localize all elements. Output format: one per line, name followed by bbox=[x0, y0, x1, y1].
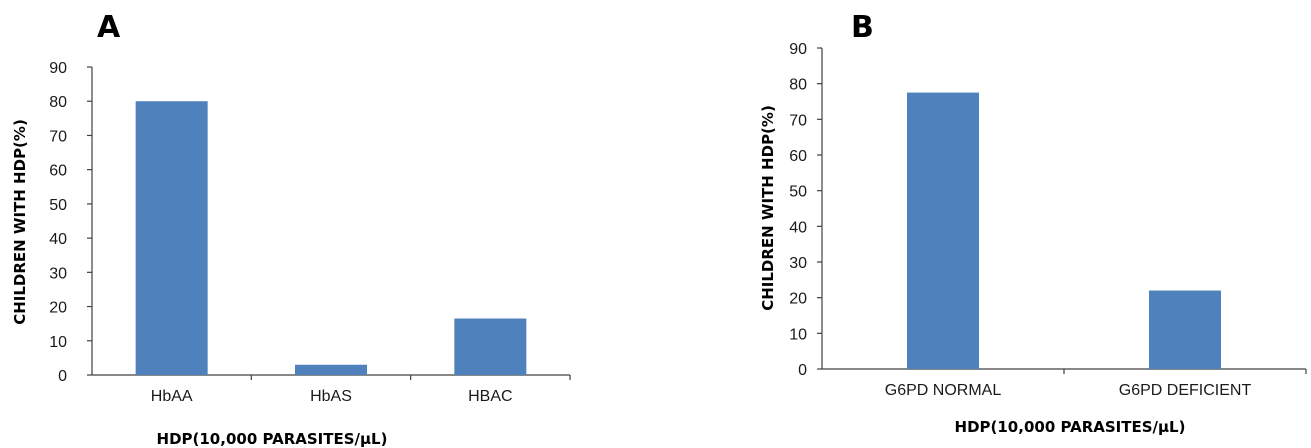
y-tick-label-a-90: 90 bbox=[49, 60, 67, 77]
category-label-a-hbaa: HbAA bbox=[151, 388, 193, 405]
y-tick-label-b-0: 0 bbox=[798, 362, 807, 379]
y-ticks-a: 0 10 20 30 40 50 60 70 80 90 bbox=[49, 60, 571, 385]
y-tick-label-a-30: 30 bbox=[49, 265, 67, 282]
y-tick-label-a-10: 10 bbox=[49, 334, 67, 351]
y-tick-label-b-90: 90 bbox=[789, 41, 807, 58]
category-labels-a: HbAA HbAS HBAC bbox=[151, 388, 513, 405]
bar-a-hbac bbox=[454, 318, 527, 375]
y-tick-label-b-70: 70 bbox=[789, 112, 807, 129]
bars-a bbox=[135, 101, 527, 375]
chart-panel-a: A 0 10 20 30 40 50 60 70 80 90 HbAA HbAS HBAC HDP(1… bbox=[11, 10, 571, 448]
y-tick-label-a-20: 20 bbox=[49, 300, 67, 317]
y-tick-label-a-0: 0 bbox=[58, 368, 67, 385]
y-tick-label-b-80: 80 bbox=[789, 77, 807, 94]
category-label-a-hbac: HBAC bbox=[468, 388, 512, 405]
y-tick-label-b-30: 30 bbox=[789, 255, 807, 272]
bar-a-hbas bbox=[295, 364, 367, 375]
category-labels-b: G6PD NORMAL G6PD DEFICIENT bbox=[885, 382, 1252, 399]
category-label-a-hbas: HbAS bbox=[310, 388, 352, 405]
bars-b bbox=[907, 92, 1221, 369]
panel-label-b: B bbox=[851, 10, 874, 45]
y-tick-label-b-10: 10 bbox=[789, 326, 807, 343]
x-axis-title-a: HDP(10,000 PARASITES/µL) bbox=[157, 430, 388, 448]
bar-b-g6pd-deficient bbox=[1149, 290, 1221, 369]
y-axis-title-a: CHILDREN WITH HDP(%) bbox=[11, 119, 29, 325]
y-tick-label-a-70: 70 bbox=[49, 128, 67, 145]
panel-label-a: A bbox=[97, 10, 121, 45]
y-tick-label-a-60: 60 bbox=[49, 163, 67, 180]
bar-a-hbaa bbox=[135, 101, 208, 375]
category-label-b-g6pd-deficient: G6PD DEFICIENT bbox=[1119, 382, 1252, 399]
y-tick-label-b-40: 40 bbox=[789, 219, 807, 236]
y-ticks-b: 0 10 20 30 40 50 60 70 80 90 bbox=[789, 41, 1307, 379]
y-tick-label-b-60: 60 bbox=[789, 148, 807, 165]
x-axis-title-b: HDP(10,000 PARASITES/µL) bbox=[955, 418, 1186, 436]
chart-panel-b: B 0 10 20 30 40 50 60 70 80 90 G6PD NORMAL G6PD DE… bbox=[759, 10, 1307, 436]
category-label-b-g6pd-normal: G6PD NORMAL bbox=[885, 382, 1002, 399]
y-tick-label-b-50: 50 bbox=[789, 184, 807, 201]
y-tick-label-a-80: 80 bbox=[49, 94, 67, 111]
bar-b-g6pd-normal bbox=[907, 92, 979, 369]
y-tick-label-a-40: 40 bbox=[49, 231, 67, 248]
y-axis-title-b: CHILDREN WITH HDP(%) bbox=[759, 105, 777, 311]
y-tick-label-a-50: 50 bbox=[49, 197, 67, 214]
y-tick-label-b-20: 20 bbox=[789, 291, 807, 308]
